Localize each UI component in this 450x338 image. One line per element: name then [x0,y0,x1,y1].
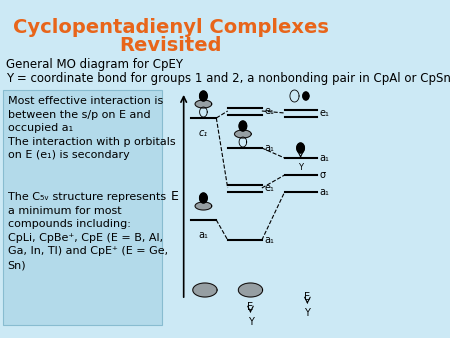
Text: a₁: a₁ [320,153,329,163]
Polygon shape [195,202,212,210]
Text: e₁: e₁ [264,106,274,116]
Text: Y: Y [248,317,253,327]
Text: The C₅ᵥ structure represents
a minimum for most
compounds including:
CpLi, CpBe⁺: The C₅ᵥ structure represents a minimum f… [8,192,168,270]
Polygon shape [195,100,212,108]
Text: Revisited: Revisited [120,36,222,55]
Text: Y: Y [298,163,303,172]
Polygon shape [238,283,263,297]
Text: a₁: a₁ [320,187,329,197]
Text: E: E [248,302,253,312]
Text: c₁: c₁ [199,128,208,138]
Text: a₁: a₁ [264,143,274,153]
Text: E: E [171,190,179,202]
Polygon shape [239,121,247,131]
Polygon shape [200,91,207,101]
Text: General MO diagram for CpEY: General MO diagram for CpEY [6,58,183,71]
Text: a₁: a₁ [264,235,274,245]
Polygon shape [200,193,207,203]
Text: a₁: a₁ [198,230,208,240]
Text: Most effective interaction is
between the s/p on E and
occupied a₁
The interacti: Most effective interaction is between th… [8,96,175,161]
Text: σ: σ [320,170,326,180]
Polygon shape [303,92,309,100]
FancyBboxPatch shape [3,90,162,325]
Text: e₁: e₁ [320,108,329,118]
Text: Y: Y [305,308,310,318]
Text: Cyclopentadienyl Complexes: Cyclopentadienyl Complexes [13,18,328,37]
Text: E: E [304,292,310,302]
Text: Y = coordinate bond for groups 1 and 2, a nonbonding pair in CpAl or CpSn⁺: Y = coordinate bond for groups 1 and 2, … [6,72,450,85]
Text: e₁: e₁ [264,183,274,193]
Polygon shape [193,283,217,297]
Polygon shape [297,143,304,153]
Polygon shape [234,130,251,138]
